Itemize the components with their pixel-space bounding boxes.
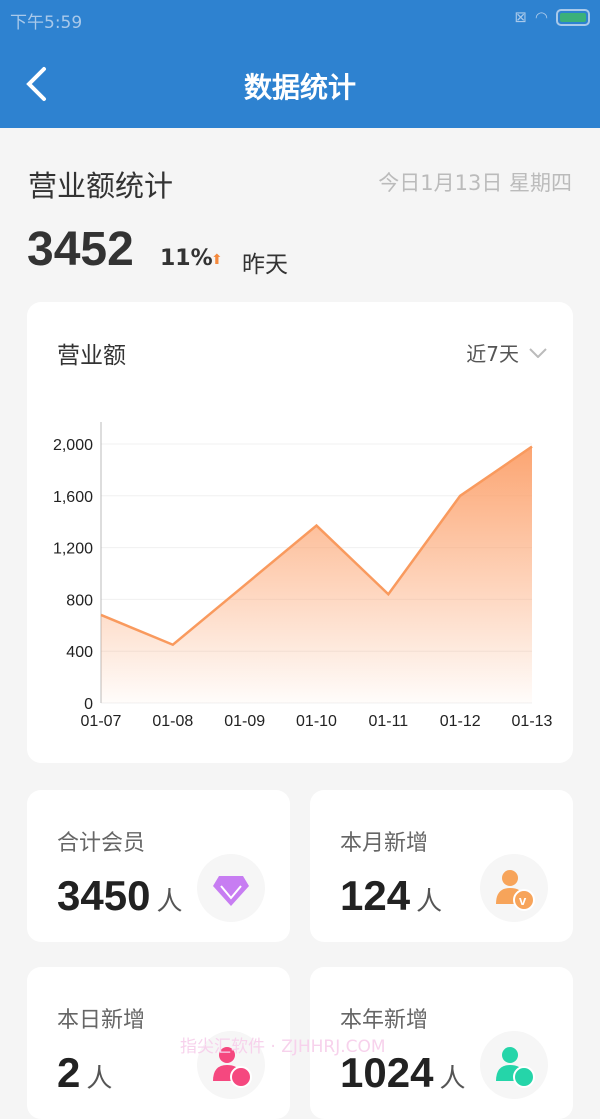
- battery-icon: [556, 9, 590, 26]
- stat-label: 合计会员: [57, 825, 145, 857]
- x-tick-label: 01-08: [152, 713, 193, 730]
- page-title: 数据统计: [0, 66, 600, 106]
- stat-unit: 人: [156, 886, 182, 916]
- arrow-up-icon: ⬆: [211, 252, 223, 268]
- section-title: 营业额统计: [28, 163, 173, 205]
- y-tick-label: 1,200: [53, 541, 93, 558]
- stat-label: 本日新增: [57, 1002, 145, 1034]
- date-label: 今日1月13日 星期四: [378, 167, 572, 197]
- status-icons: ⊠ ◠: [514, 8, 590, 26]
- wifi-icon: ◠: [535, 8, 548, 26]
- x-tick-label: 01-10: [296, 713, 337, 730]
- watermark: 指尖汇软件 · ZJHHRJ.COM: [180, 1032, 386, 1057]
- stat-label: 本年新增: [340, 1002, 428, 1034]
- status-time: 下午5:59: [10, 8, 82, 33]
- svg-text:v: v: [519, 893, 527, 908]
- x-tick-label: 01-11: [368, 713, 408, 730]
- change-percent: 11%: [160, 246, 213, 271]
- y-tick-label: 2,000: [53, 437, 93, 454]
- x-tick-label: 01-12: [440, 713, 481, 730]
- revenue-amount: 3452: [27, 222, 134, 277]
- x-tick-label: 01-09: [224, 713, 265, 730]
- sim-icon: ⊠: [514, 8, 527, 26]
- stat-unit: 人: [439, 1063, 465, 1093]
- stat-label: 本月新增: [340, 825, 428, 857]
- diamond-icon: [197, 854, 265, 922]
- y-tick-label: 0: [84, 696, 93, 713]
- x-tick-label: 01-13: [512, 713, 553, 730]
- stat-number: 124: [340, 872, 410, 919]
- y-tick-label: 400: [66, 644, 93, 661]
- revenue-chart: 0 400 800 1,200 1,600 2,000 01-07 01-08 01-09 01-…: [27, 302, 573, 763]
- stat-unit: 人: [416, 886, 442, 916]
- x-tick-label: 01-07: [81, 713, 122, 730]
- user-v-icon: v: [480, 854, 548, 922]
- area-fill: [101, 447, 532, 703]
- compare-label: 昨天: [242, 245, 288, 279]
- app-header: 下午5:59 ⊠ ◠ 数据统计: [0, 0, 600, 128]
- y-tick-label: 800: [66, 592, 93, 609]
- stat-unit: 人: [86, 1063, 112, 1093]
- stat-number: 3450: [57, 872, 150, 919]
- y-tick-label: 1,600: [53, 489, 93, 506]
- user-add-icon: [480, 1031, 548, 1099]
- stat-number: 2: [57, 1049, 80, 1096]
